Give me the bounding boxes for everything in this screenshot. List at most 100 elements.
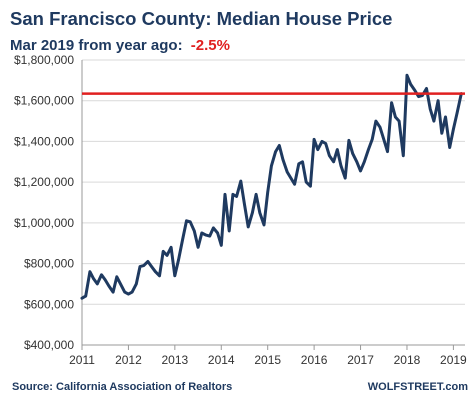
data-point: [100, 273, 103, 276]
data-point: [200, 231, 203, 235]
data-point: [223, 193, 227, 196]
data-point: [278, 144, 281, 147]
data-point: [262, 223, 266, 227]
data-point: [251, 211, 254, 214]
data-point: [374, 119, 378, 123]
data-point: [386, 150, 389, 153]
data-point: [216, 231, 219, 235]
data-point: [409, 83, 412, 86]
x-tick-label: 2015: [254, 353, 281, 367]
data-point: [397, 119, 401, 123]
data-point: [154, 270, 157, 273]
data-point: [394, 115, 397, 119]
x-tick-label: 2014: [208, 353, 235, 367]
data-point: [146, 260, 150, 263]
data-point: [185, 219, 188, 223]
data-point: [204, 233, 208, 237]
data-point: [173, 274, 177, 277]
x-tick-label: 2012: [115, 353, 142, 367]
data-point: [165, 254, 169, 257]
y-tick-label: $1,000,000: [14, 216, 74, 230]
data-point: [316, 148, 320, 151]
data-point: [142, 264, 145, 267]
data-point: [158, 274, 161, 277]
data-point: [309, 185, 312, 188]
data-point: [344, 176, 347, 180]
data-point: [130, 290, 134, 294]
data-point: [425, 87, 428, 90]
data-point: [301, 160, 304, 163]
data-point: [220, 244, 223, 247]
x-tick-label: 2011: [69, 353, 95, 367]
data-point: [104, 278, 107, 282]
data-point: [367, 148, 370, 151]
data-point: [181, 237, 184, 241]
data-point: [193, 229, 196, 233]
data-point: [355, 160, 359, 163]
data-point: [239, 179, 242, 183]
data-point: [285, 170, 289, 174]
data-point: [88, 270, 92, 273]
data-point: [177, 258, 180, 261]
data-point: [405, 74, 409, 77]
source-note: Source: California Association of Realto…: [12, 381, 232, 393]
data-point: [339, 164, 343, 168]
data-point: [135, 282, 138, 286]
data-point: [328, 154, 331, 157]
data-point: [96, 282, 99, 286]
data-point: [127, 292, 130, 296]
data-point: [289, 176, 293, 180]
data-point: [138, 265, 142, 268]
data-point: [196, 246, 200, 249]
data-point: [111, 290, 115, 294]
data-point: [432, 119, 436, 123]
series-line-median-price: [80, 73, 463, 300]
y-tick-label: $1,200,000: [14, 175, 74, 189]
data-point: [305, 180, 308, 184]
data-point: [378, 125, 382, 129]
data-point: [312, 138, 316, 141]
x-tick-label: 2013: [161, 353, 188, 367]
data-point: [455, 111, 459, 115]
chart-subtitle: Mar 2019 from year ago: -2.5%: [10, 37, 230, 54]
x-tick-label: 2018: [394, 353, 421, 367]
data-point: [115, 275, 119, 279]
y-tick-label: $1,400,000: [14, 134, 74, 148]
data-point: [452, 128, 455, 131]
chart-title: San Francisco County: Median House Price: [10, 8, 392, 29]
y-tick-label: $1,600,000: [14, 94, 74, 108]
data-point: [169, 246, 173, 249]
gridlines: [82, 59, 465, 346]
data-point: [428, 107, 432, 111]
data-point: [270, 164, 273, 168]
x-tick-label: 2019: [440, 353, 467, 367]
data-point: [246, 225, 250, 229]
y-axis: $400,000 $600,000 $800,000 $1,000,000 $1,200…: [14, 53, 74, 352]
data-point: [347, 139, 351, 142]
data-point: [84, 294, 87, 298]
brand-label: WOLFSTREET.com: [368, 381, 468, 393]
y-tick-label: $600,000: [24, 297, 74, 311]
data-point: [436, 99, 440, 102]
data-point: [92, 277, 95, 281]
data-point: [370, 138, 374, 141]
data-point: [208, 234, 211, 238]
data-point: [123, 290, 126, 294]
data-point: [254, 193, 258, 196]
data-point: [150, 265, 153, 268]
data-point: [417, 95, 420, 98]
data-point: [324, 142, 327, 145]
data-point: [227, 229, 231, 233]
data-point: [293, 182, 296, 186]
data-point: [235, 195, 238, 198]
y-tick-label: $800,000: [24, 257, 74, 271]
x-tick-label: 2016: [301, 353, 328, 367]
data-point: [188, 220, 192, 224]
data-point: [448, 146, 451, 149]
subtitle-value: -2.5%: [191, 37, 230, 54]
data-point: [258, 211, 262, 214]
x-axis: 2011 2012 2013 2014 2015 2016 2017 2018 2019: [69, 345, 467, 367]
data-point: [440, 132, 443, 135]
data-point: [243, 203, 246, 206]
